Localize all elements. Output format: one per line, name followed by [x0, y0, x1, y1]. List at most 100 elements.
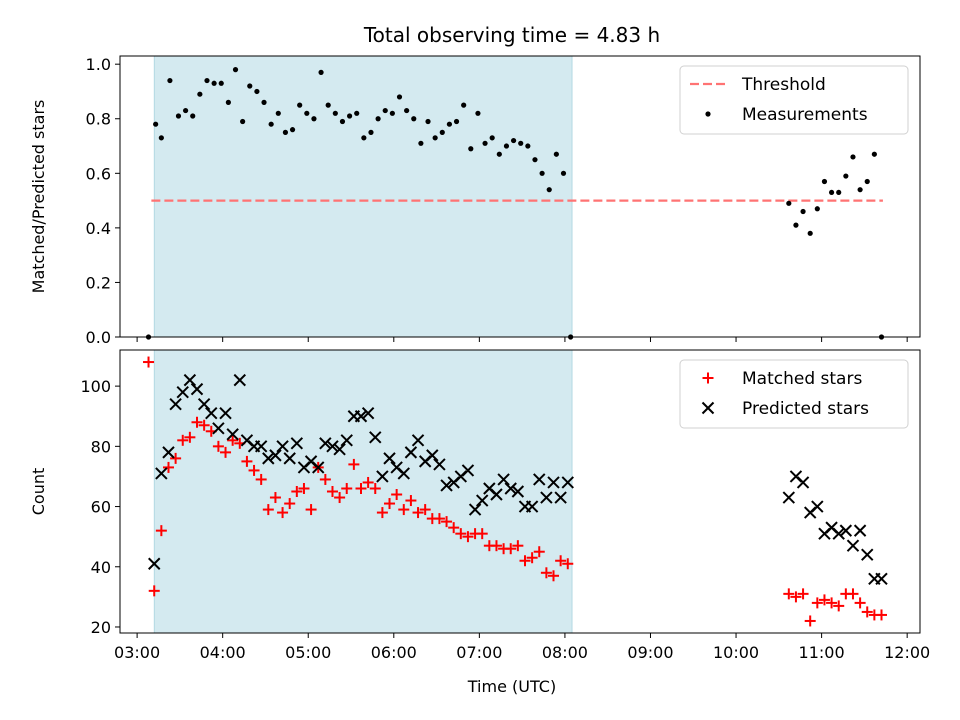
measurement-point — [232, 67, 239, 73]
predicted-star-point — [176, 385, 189, 399]
predicted-star-point — [511, 485, 525, 498]
x-tick-label: 03:00 — [114, 643, 160, 662]
x-tick-label: 12:00 — [884, 643, 930, 662]
ratio-series-layer — [145, 67, 885, 340]
matched-star-point — [184, 431, 196, 443]
matched-star-point — [505, 543, 517, 555]
measurement-point — [807, 230, 813, 236]
count-series-layer — [143, 356, 888, 627]
predicted-star-point — [504, 482, 517, 495]
predicted-star-point — [397, 467, 410, 480]
matched-star-point — [455, 528, 467, 540]
matched-star-point — [548, 570, 560, 582]
measurement-point — [828, 189, 835, 196]
observing-window-shade — [153, 55, 573, 338]
matched-star-point — [384, 498, 396, 510]
predicted-star-point — [383, 452, 396, 465]
predicted-star-point — [226, 428, 239, 441]
matched-star-point — [170, 452, 182, 464]
x-stroke-b — [701, 401, 715, 415]
predicted-star-point — [832, 527, 845, 540]
ratio-panel-frame — [119, 55, 921, 338]
x-stroke-b — [811, 500, 824, 513]
measurement-point — [304, 110, 310, 116]
measurement-point — [814, 206, 820, 212]
predicted-star-point — [190, 382, 204, 396]
measurement-point — [871, 151, 877, 157]
x-stroke-b — [782, 491, 796, 504]
predicted-star-point — [155, 467, 168, 480]
x-stroke-b — [369, 431, 382, 444]
x-stroke-b — [497, 473, 510, 486]
x-stroke-b — [839, 524, 853, 537]
measurement-point — [793, 222, 799, 228]
predicted-star-point — [254, 440, 268, 453]
matched-star-point — [148, 585, 160, 597]
matched-star-point — [797, 588, 809, 600]
measurement-point — [225, 99, 231, 105]
matched-star-point — [490, 540, 502, 552]
matched-star-point — [269, 492, 281, 504]
x-stroke-b — [312, 461, 325, 474]
matched-star-point — [412, 507, 424, 519]
matched-star-point — [419, 504, 431, 516]
predicted-star-point — [540, 491, 553, 504]
legend-label: Predicted stars — [742, 399, 869, 419]
x-stroke-b — [875, 572, 888, 586]
matched-star-point — [476, 528, 488, 540]
predicted-star-point — [319, 437, 332, 450]
x-stroke-b — [796, 476, 810, 489]
measurement-point — [218, 80, 224, 86]
measurement-point — [453, 118, 460, 125]
measurement-point — [539, 170, 545, 176]
matched-star-point — [255, 473, 267, 485]
matched-star-point — [143, 356, 155, 368]
x-stroke-b — [212, 422, 225, 435]
measurement-point — [354, 110, 360, 116]
matched-star-point — [847, 588, 859, 600]
predicted-star-point — [561, 476, 574, 489]
matched-star-point — [212, 440, 224, 452]
matched-star-point — [298, 482, 310, 494]
predicted-star-point — [440, 479, 453, 492]
x-stroke-b — [483, 482, 496, 495]
y-tick-label: 80 — [91, 437, 111, 456]
matched-star-point — [526, 552, 538, 564]
matched-star-point — [376, 507, 388, 519]
measurement-point — [503, 143, 510, 149]
measurement-point — [446, 121, 453, 127]
matched-star-point — [875, 609, 887, 621]
legend-matched-handle — [702, 372, 714, 384]
count-panel-frame — [119, 349, 921, 634]
measurement-point — [532, 157, 538, 163]
matched-star-point — [155, 525, 167, 537]
measurement-point — [475, 110, 481, 116]
measurement-point — [411, 116, 417, 122]
predicted-star-point — [796, 476, 810, 489]
x-stroke-b — [461, 464, 475, 477]
matched-star-point — [284, 498, 296, 510]
x-stroke-b — [240, 434, 254, 447]
x-tick-label: 09:00 — [627, 643, 673, 662]
matched-star-point — [334, 492, 346, 504]
measurement-point — [404, 107, 410, 114]
x-stroke-b — [283, 452, 296, 465]
predicted-star-point — [148, 557, 161, 570]
x-stroke-b — [504, 482, 517, 495]
x-stroke-b — [547, 476, 560, 489]
x-stroke-b — [326, 440, 339, 453]
matched-star-point — [519, 555, 531, 567]
predicted-star-point — [205, 407, 218, 420]
x-stroke-b — [376, 470, 389, 483]
matched-star-point — [262, 504, 274, 516]
measurement-point — [167, 77, 173, 84]
x-stroke-b — [340, 434, 353, 447]
predicted-star-point — [354, 410, 368, 423]
x-tick-label: 04:00 — [200, 643, 246, 662]
measurement-point — [339, 118, 346, 125]
measurement-point — [821, 178, 828, 185]
count-y-ticks: 20 40 60 80 100 — [80, 377, 120, 637]
predicted-star-point — [811, 500, 824, 513]
legend-predicted-handle — [701, 401, 715, 415]
